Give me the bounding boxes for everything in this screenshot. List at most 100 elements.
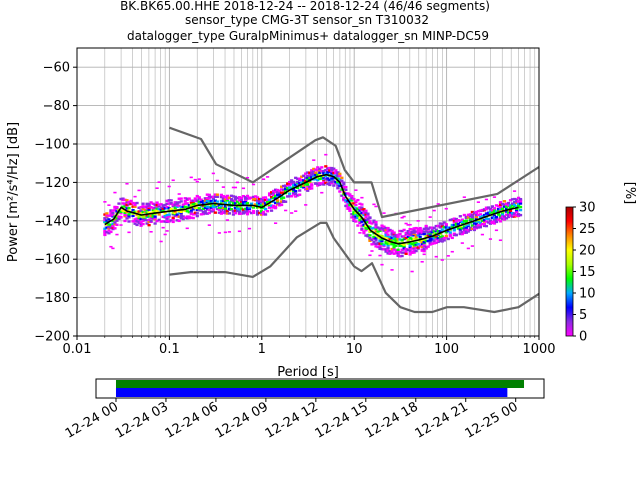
density-cell [490,220,495,224]
density-cell [354,200,358,203]
colorbar-tick-label: 5 [579,308,587,323]
density-cell [267,203,272,207]
density-cell [452,217,456,220]
density-cell [145,203,149,207]
density-cell [229,194,234,198]
density-cell [490,216,495,220]
density-cell [139,222,143,226]
density-cell [133,218,137,221]
density-cell [508,212,513,216]
density-cell [211,204,215,208]
density-cell [239,212,244,215]
density-cell [368,230,372,233]
density-cell [402,246,406,250]
density-cell [308,176,312,180]
density-cell [458,229,462,232]
density-cell [185,227,189,230]
density-cell [282,199,286,203]
density-cell [280,203,284,207]
density-cell [406,233,410,237]
density-cell [434,241,438,245]
density-cell [273,206,278,210]
density-cell [358,218,362,222]
density-cell [476,213,480,217]
density-cell [352,202,356,205]
density-cell [129,199,133,203]
density-cell [298,178,302,182]
density-cell [514,205,519,208]
density-cell [205,212,209,215]
density-cell [428,239,432,242]
density-cell [328,170,332,173]
density-cell [320,182,324,185]
density-cell [518,205,523,209]
density-cell [213,203,217,207]
density-cell [514,198,519,201]
density-cell [155,187,159,189]
density-cell [412,245,416,248]
density-cell [388,235,392,239]
density-cell [448,231,452,234]
density-cell [338,172,342,176]
density-cell [139,205,143,209]
density-cell [155,207,159,210]
density-cell [378,227,382,230]
density-cell [163,233,167,236]
low-noise-model-line [169,221,540,314]
density-cell [241,201,246,204]
density-cell [376,245,380,249]
density-cell [386,241,390,245]
density-cell [328,178,332,182]
density-cell [364,219,368,222]
density-cell [462,196,466,198]
density-cell [235,196,240,200]
density-cell [111,209,115,212]
density-cell [273,205,278,208]
density-cell [370,222,374,225]
density-cell [127,216,131,219]
density-cell [348,209,352,212]
density-cell [288,192,292,195]
density-cell [195,206,199,210]
density-cell [221,210,225,214]
density-cell [370,243,374,246]
density-cell [422,247,426,251]
density-cell [169,219,173,222]
density-cell [330,177,334,180]
density-cell [466,213,470,217]
probability-density-cloud [103,153,523,273]
density-cell [442,221,446,224]
coverage-bar [115,388,508,397]
density-cell [412,249,416,252]
density-cell [280,185,284,188]
density-cell [464,224,468,227]
density-cell [207,201,211,205]
density-cell [235,209,240,213]
density-cell [312,159,316,161]
density-cell [474,217,478,220]
density-cell [135,223,139,227]
density-cell [366,233,370,237]
density-cell [233,209,238,212]
density-cell [304,204,308,206]
density-cell [516,214,521,218]
density-cell [181,215,185,218]
density-cell [133,219,137,223]
density-cell [500,207,505,211]
density-cell [119,211,123,215]
density-cell [418,229,422,233]
density-cell [436,239,440,243]
density-cell [251,195,256,199]
density-cell [141,216,145,219]
density-cell [402,248,406,251]
density-cell [466,223,470,227]
density-cell [456,219,460,222]
density-cell [292,191,296,195]
density-cell [227,212,232,215]
density-cell [265,176,270,178]
density-cell [147,218,151,222]
density-cell [251,211,256,215]
density-cell [255,201,260,205]
density-cell [366,214,370,217]
density-cell [386,226,390,230]
